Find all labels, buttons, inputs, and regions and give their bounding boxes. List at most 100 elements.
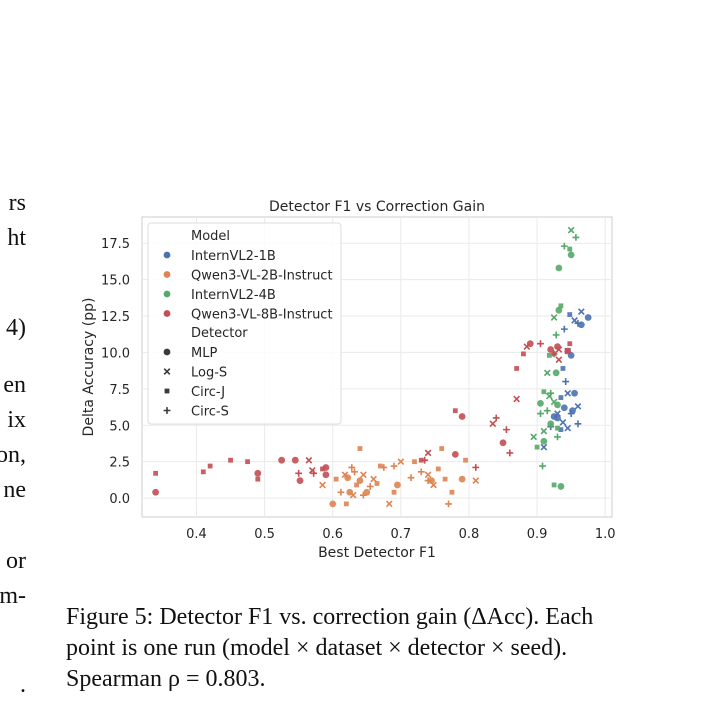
data-point: [564, 347, 572, 355]
data-point: [559, 418, 567, 426]
y-tick-label: 5.0: [109, 419, 130, 434]
data-point: [445, 500, 452, 508]
data-point: [439, 446, 445, 451]
data-point: [503, 426, 510, 434]
legend-detector-label: Circ-S: [191, 405, 229, 420]
data-point: [564, 389, 572, 397]
data-point: [378, 463, 383, 469]
data-point: [551, 482, 557, 488]
chart-title: Detector F1 vs Correction Gain: [269, 199, 485, 215]
data-point: [543, 407, 551, 415]
data-point: [337, 488, 345, 496]
data-point: [571, 389, 578, 397]
data-point: [424, 471, 432, 479]
data-point: [343, 501, 349, 507]
data-point: [547, 346, 555, 353]
data-point: [348, 464, 356, 471]
data-point: [555, 356, 563, 364]
cutoff-fragment: ne: [3, 477, 26, 503]
data-point: [577, 321, 585, 329]
data-point: [541, 389, 547, 395]
data-point: [421, 456, 429, 464]
data-point: [584, 314, 592, 321]
data-point: [554, 343, 561, 351]
data-point: [346, 488, 354, 496]
legend-model-label: Qwen3-VL-8B-Instruct: [191, 308, 333, 323]
data-point: [567, 246, 573, 252]
data-point: [492, 414, 500, 422]
data-point: [329, 500, 337, 508]
data-point: [291, 456, 299, 464]
data-point: [574, 420, 582, 428]
data-point: [537, 400, 544, 407]
cutoff-fragment: 4): [6, 315, 26, 341]
legend-model-marker: [163, 251, 171, 259]
data-point: [322, 471, 330, 479]
data-point: [547, 420, 555, 428]
legend-model-label: Qwen3-VL-2B-Instruct: [191, 269, 333, 284]
legend-detector-label: MLP: [191, 346, 217, 361]
data-point: [366, 483, 374, 490]
data-point: [245, 459, 250, 465]
x-tick-label: 0.4: [186, 527, 207, 542]
legend-model-title: Model: [191, 229, 230, 244]
data-point: [555, 264, 563, 272]
data-point: [360, 471, 367, 479]
x-tick-label: 0.9: [527, 527, 548, 542]
data-point: [305, 456, 313, 464]
data-point: [540, 437, 548, 445]
data-point: [153, 470, 159, 476]
data-point: [543, 369, 551, 377]
data-point: [555, 425, 560, 431]
data-point: [521, 351, 526, 357]
legend-model-marker: [163, 290, 171, 298]
legend: Model InternVL2-1BQwen3-VL-2B-InstructIn…: [147, 222, 342, 425]
y-axis-label: Delta Accuracy (pp): [81, 298, 97, 437]
data-point: [228, 457, 233, 463]
data-point: [551, 351, 557, 357]
legend-detector-label: Circ-J: [191, 385, 225, 400]
scatter-chart: Detector F1 vs Correction Gain 0.4 0.5 0.6…: [81, 199, 616, 561]
data-point: [534, 444, 540, 450]
data-point: [424, 477, 432, 484]
x-axis-ticks: 0.4 0.5 0.6 0.7 0.8 0.9 1.0: [186, 527, 615, 542]
data-point: [560, 366, 566, 371]
data-point: [537, 410, 544, 418]
data-point: [558, 303, 564, 309]
data-point: [310, 469, 318, 477]
caption-line: point is one run (model × dataset × dete…: [66, 635, 568, 661]
data-point: [567, 251, 575, 259]
data-point: [539, 462, 546, 470]
data-point: [514, 366, 520, 371]
data-point: [560, 242, 568, 250]
cutoff-fragment: ht: [7, 225, 26, 251]
data-point: [319, 481, 326, 489]
x-tick-label: 0.6: [322, 527, 343, 542]
data-point: [351, 468, 358, 476]
legend-detector-marker: [163, 348, 171, 356]
data-point: [357, 446, 363, 451]
data-point: [526, 340, 534, 348]
data-point: [295, 469, 303, 477]
data-points: [152, 226, 592, 508]
data-point: [567, 312, 573, 317]
x-tick-label: 0.8: [459, 527, 480, 542]
data-point: [391, 489, 397, 495]
data-point: [296, 477, 304, 484]
data-point: [412, 459, 417, 465]
legend-detector-marker: [164, 388, 170, 394]
legend-detector-marker: [163, 368, 171, 375]
caption-line: Spearman ρ = 0.803.: [66, 666, 266, 692]
data-point: [550, 413, 558, 420]
data-point: [370, 475, 377, 483]
data-point: [363, 488, 371, 496]
figure-caption: Figure 5: Detector F1 vs. correction gai…: [66, 602, 656, 695]
data-point: [452, 408, 458, 414]
data-point: [333, 476, 339, 482]
legend-box: [147, 222, 342, 425]
data-point: [545, 392, 553, 400]
data-point: [458, 475, 466, 483]
data-point: [513, 395, 521, 403]
data-point: [554, 401, 561, 409]
